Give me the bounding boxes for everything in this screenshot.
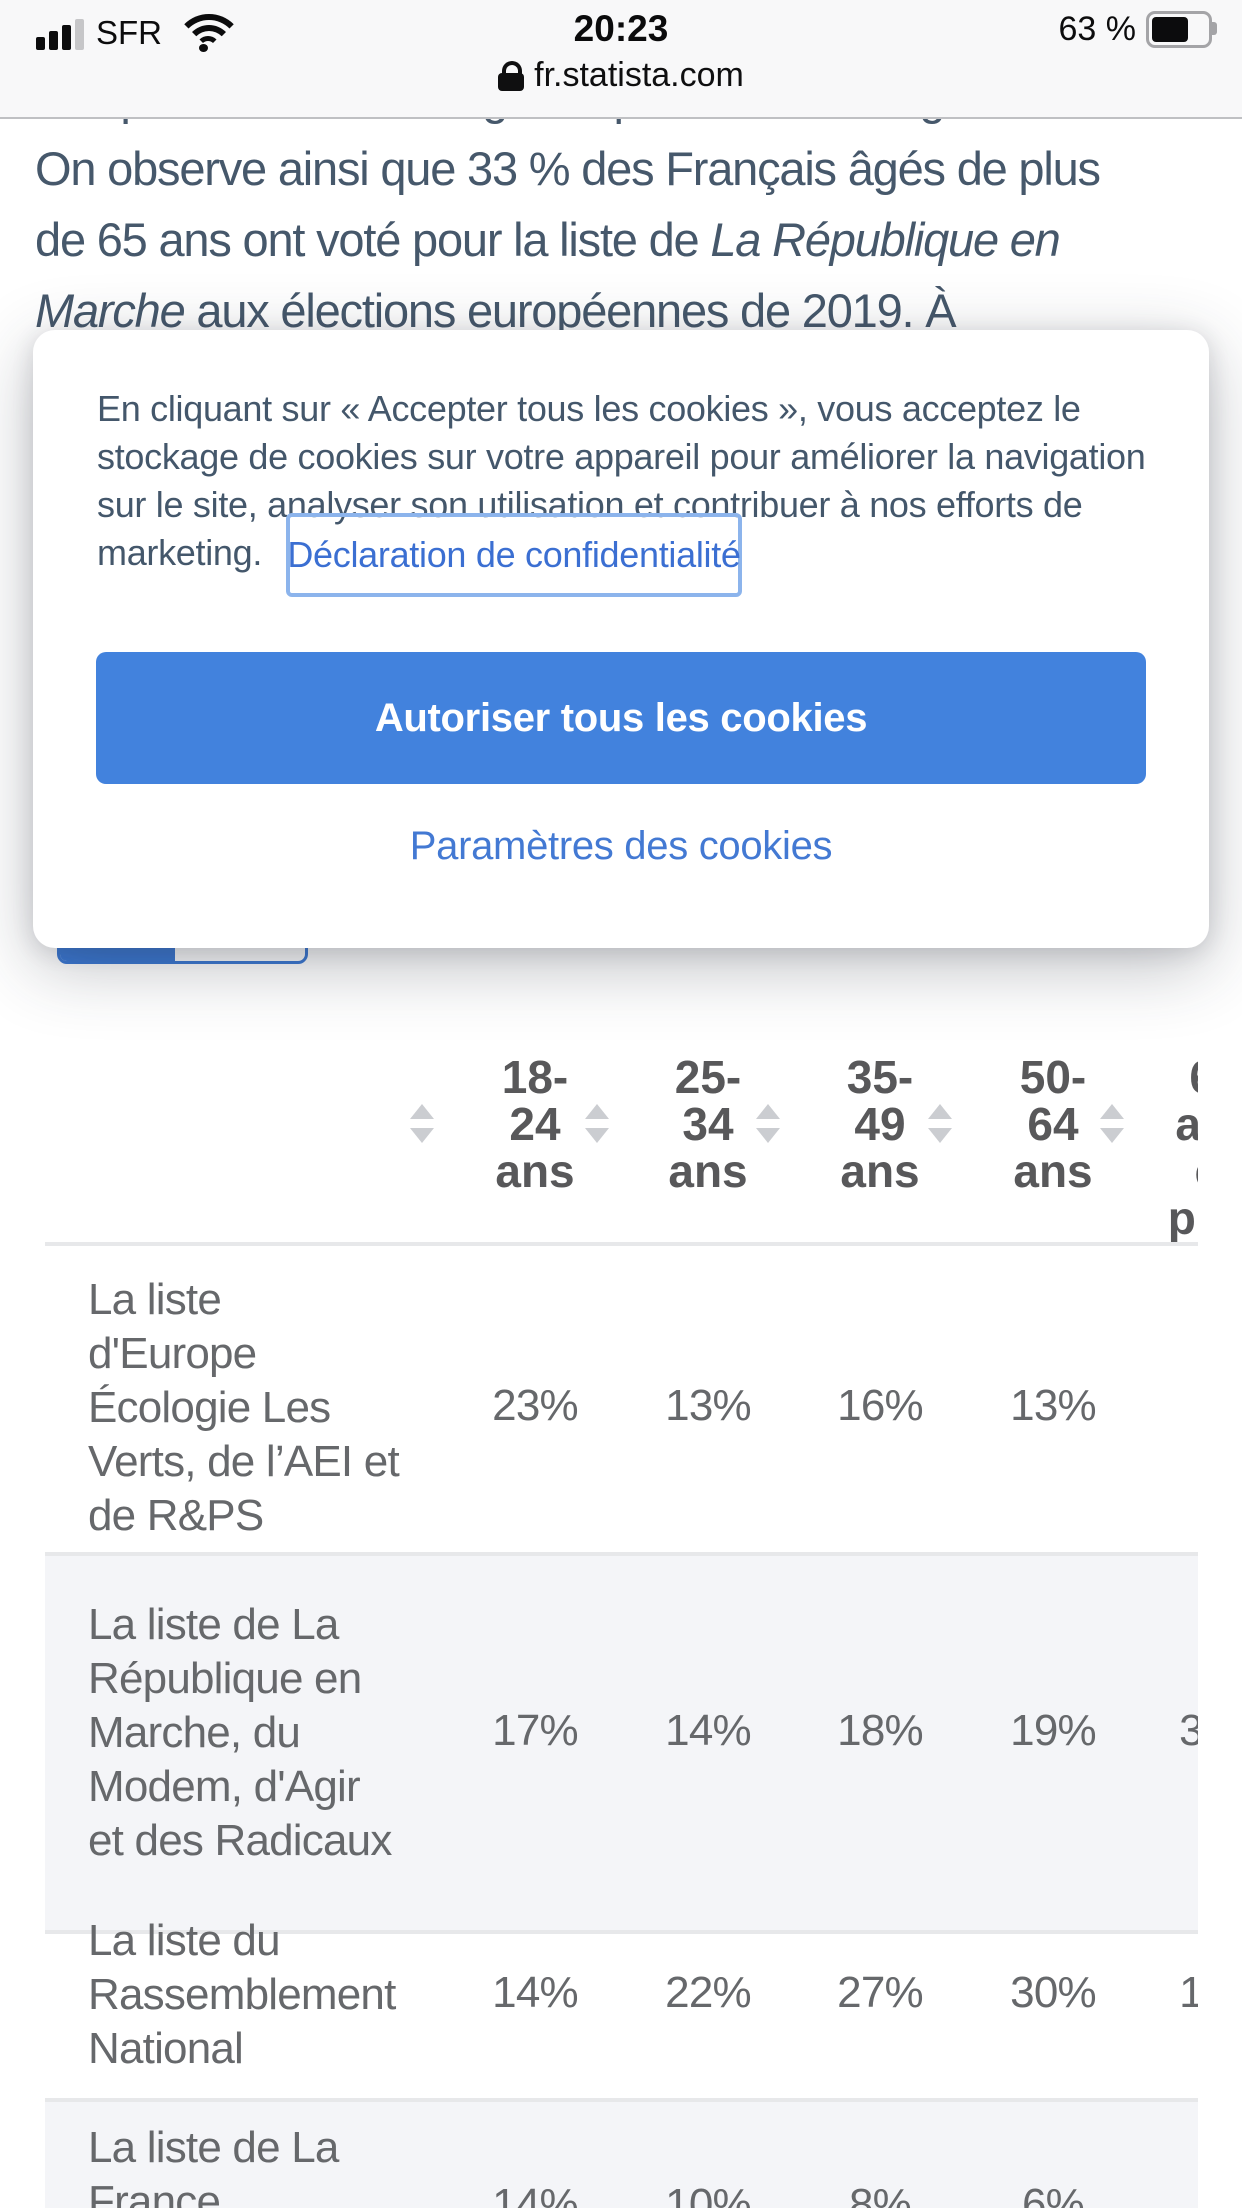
- age-distribution-table: 18- 24 ans 25- 34 ans 35- 49 ans 50- 64 …: [45, 1028, 1198, 2208]
- sort-control-25-34[interactable]: [755, 1104, 781, 1143]
- cell-lrem-50-64: 19%: [1010, 1706, 1096, 1755]
- column-header-25-34[interactable]: 25- 34 ans: [668, 1051, 748, 1197]
- cell-rn-18-24: 14%: [492, 1968, 578, 2017]
- cell-eelv-50-64: 13%: [1010, 1381, 1096, 1430]
- cookie-text-line-3: sur le site, analyser son utilisation et…: [97, 484, 1083, 525]
- sort-control-party[interactable]: [409, 1104, 435, 1143]
- column-header-65-plus[interactable]: 65 ans et plus: [1167, 1054, 1198, 1244]
- table-divider: [45, 2098, 1198, 2102]
- privacy-link-focus-ring[interactable]: Déclaration de confidentialité: [286, 513, 742, 597]
- cell-lfi-50-64: 6%: [1022, 2180, 1085, 2208]
- cell-rn-35-49: 27%: [837, 1968, 923, 2017]
- cell-lrem-18-24: 17%: [492, 1706, 578, 1755]
- cookie-consent-dialog: En cliquant sur « Accepter tous les cook…: [33, 330, 1209, 948]
- cell-eelv-18-24: 23%: [492, 1381, 578, 1430]
- sort-control-50-64[interactable]: [1099, 1104, 1125, 1143]
- cookie-text-line-4: marketing.: [97, 532, 263, 573]
- cell-rn-25-34: 22%: [665, 1968, 751, 2017]
- column-header-18-24[interactable]: 18- 24 ans: [495, 1051, 575, 1197]
- cookie-settings-link[interactable]: Paramètres des cookies: [409, 824, 833, 868]
- cell-lfi-35-49: 8%: [849, 2180, 912, 2208]
- battery-icon: [1146, 11, 1217, 48]
- status-bar: SFR 20:23 63 % fr.statista.com: [0, 0, 1242, 119]
- cell-lrem-65-plus: 33%: [1179, 1706, 1198, 1755]
- cookie-text-line-2: stockage de cookies sur votre appareil p…: [97, 436, 1146, 477]
- sort-control-35-49[interactable]: [927, 1104, 953, 1143]
- cell-rn-65-plus: 17%: [1179, 1968, 1198, 2017]
- cell-lfi-18-24: 14%: [492, 2180, 578, 2208]
- table-divider: [45, 1552, 1198, 1556]
- address-bar[interactable]: fr.statista.com: [0, 56, 1242, 95]
- table-row-label-rn: La liste du Rassemblement National: [88, 1916, 396, 2073]
- intro-line-4: Marche aux élections européennes de 2019…: [35, 284, 957, 337]
- sort-control-18-24[interactable]: [584, 1104, 610, 1143]
- table-row-label-lrem: La liste de La République en Marche, du …: [88, 1600, 392, 1865]
- cell-rn-50-64: 30%: [1010, 1968, 1096, 2017]
- table-divider: [45, 1242, 1198, 1246]
- carrier-label: SFR: [96, 14, 162, 51]
- column-header-50-64[interactable]: 50- 64 ans: [1013, 1051, 1093, 1197]
- cell-lrem-25-34: 14%: [665, 1706, 751, 1755]
- url-text: fr.statista.com: [534, 56, 744, 94]
- accept-all-cookies-button[interactable]: Autoriser tous les cookies: [96, 652, 1146, 784]
- cell-eelv-25-34: 13%: [665, 1381, 751, 1430]
- column-header-35-49[interactable]: 35- 49 ans: [840, 1051, 920, 1197]
- battery-percent: 63 %: [1058, 10, 1137, 48]
- row-shading: [45, 1556, 1198, 1930]
- battery-cluster: 63 %: [1058, 10, 1217, 49]
- cell-lrem-35-49: 18%: [837, 1706, 923, 1755]
- cell-lfi-25-34: 10%: [665, 2180, 751, 2208]
- row-shading: [45, 2102, 1198, 2208]
- table-row-label-eelv: La liste d'Europe Écologie Les Verts, de…: [88, 1275, 400, 1540]
- lock-icon: [498, 60, 525, 91]
- clock: 20:23: [573, 8, 669, 49]
- table-divider: [45, 1930, 1198, 1934]
- wifi-icon: [174, 12, 244, 52]
- table-row-label-lfi: La liste de La France Insoumise: [88, 2123, 339, 2208]
- cookie-text-line-1: En cliquant sur « Accepter tous les cook…: [97, 388, 1081, 429]
- intro-line-2: On observe ainsi que 33 % des Français â…: [35, 142, 1101, 195]
- cell-eelv-35-49: 16%: [837, 1381, 923, 1430]
- privacy-statement-link[interactable]: Déclaration de confidentialité: [287, 534, 741, 575]
- carrier-cluster: SFR: [36, 12, 244, 52]
- signal-strength-icon: [36, 16, 84, 52]
- intro-line-3: de 65 ans ont voté pour la liste de La R…: [35, 213, 1061, 266]
